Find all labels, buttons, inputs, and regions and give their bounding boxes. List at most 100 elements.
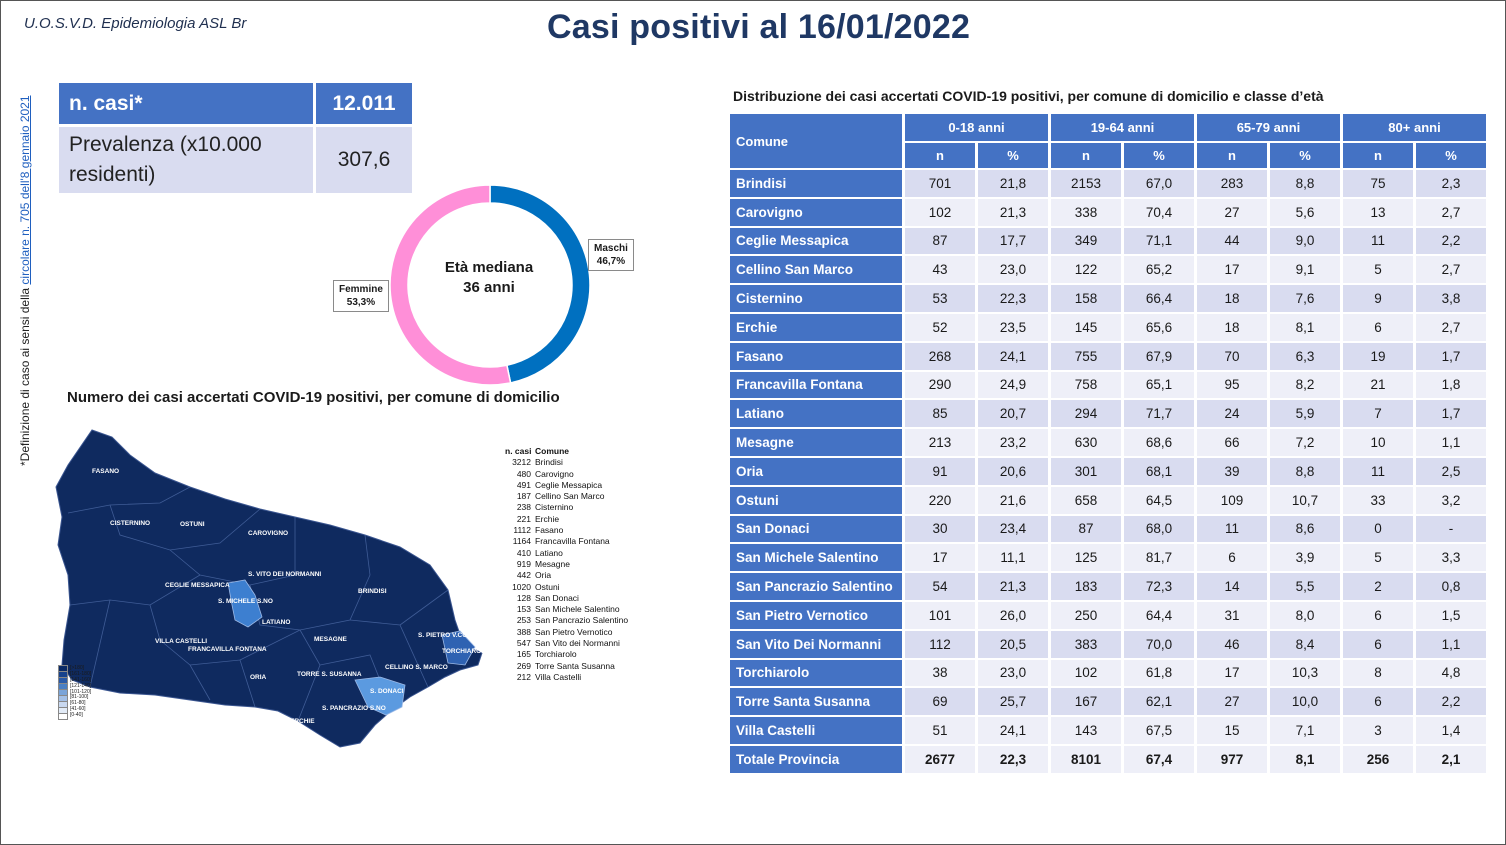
count-cell: 10 <box>1343 429 1413 456</box>
count-cell: 14 <box>1197 573 1267 600</box>
percent-cell: 1,1 <box>1416 429 1486 456</box>
percent-cell: 67,4 <box>1124 745 1194 773</box>
legend-count: 410 <box>516 547 531 558</box>
legend-count: 388 <box>516 626 531 637</box>
province-map: FASANO CISTERNINO OSTUNI CAROVIGNO CEGLIE ME… <box>55 429 490 748</box>
percent-cell: 8,1 <box>1270 745 1340 773</box>
legend-municipality: San Michele Salentino <box>535 604 620 615</box>
municipality-name: San Pietro Vernotico <box>730 601 902 629</box>
prevalence-value: 307,6 <box>316 127 412 193</box>
municipality-name: Torre Santa Susanna <box>730 688 902 716</box>
legend-count: 128 <box>516 592 531 603</box>
col-n: n <box>1343 142 1413 168</box>
percent-cell: 2,2 <box>1416 227 1486 255</box>
col-group-65-79: 65-79 anni <box>1197 114 1340 141</box>
municipality-name: Totale Provincia <box>730 745 902 773</box>
legend-count: 253 <box>516 615 531 626</box>
table-row: Ceglie Messapica 87 17,7 349 71,1 44 9,0 11 2,2 <box>730 227 1486 255</box>
circular-link[interactable]: circolare n. 705 dell'8 gennaio 2021 <box>18 95 32 285</box>
percent-cell: 2,7 <box>1416 256 1486 284</box>
col-pct: % <box>1416 142 1486 168</box>
map-label: ERCHIE <box>290 718 315 725</box>
legend-count: 212 <box>516 671 531 682</box>
municipality-name: Cisternino <box>730 285 902 312</box>
percent-cell: 8,8 <box>1270 457 1340 485</box>
municipality-name: San Michele Salentino <box>730 544 902 572</box>
department-label: U.O.S.V.D. Epidemiologia ASL Br <box>24 15 247 32</box>
legend-municipality: San Donaci <box>535 592 579 603</box>
percent-cell: 9,1 <box>1270 256 1340 284</box>
scale-swatch <box>58 712 68 720</box>
legend-municipality: Villa Castelli <box>535 671 582 682</box>
legend-n-header: n. casi <box>505 446 532 456</box>
percent-cell: 67,5 <box>1124 717 1194 744</box>
count-cell: 87 <box>905 227 975 255</box>
municipality-name: San Donaci <box>730 515 902 543</box>
municipality-name: Oria <box>730 457 902 485</box>
legend-item: 1112 Fasano <box>505 525 628 536</box>
legend-item: 165 Torchiarolo <box>505 649 628 660</box>
percent-cell: 8,2 <box>1270 371 1340 399</box>
count-cell: 5 <box>1343 256 1413 284</box>
count-cell: 294 <box>1051 400 1121 428</box>
percent-cell: 71,1 <box>1124 227 1194 255</box>
torchiarolo-shape <box>441 630 476 666</box>
count-cell: 30 <box>905 515 975 543</box>
percent-cell: 5,5 <box>1270 573 1340 600</box>
percent-cell: 71,7 <box>1124 400 1194 428</box>
legend-item: 153 San Michele Salentino <box>505 604 628 615</box>
municipality-name: Erchie <box>730 313 902 341</box>
legend-municipality: San Vito dei Normanni <box>535 638 620 649</box>
count-cell: 54 <box>905 573 975 600</box>
scale-item: [0-40] <box>58 712 91 720</box>
percent-cell: 23,4 <box>978 515 1048 543</box>
count-cell: 5 <box>1343 544 1413 572</box>
table-row: Villa Castelli 51 24,1 143 67,5 15 7,1 3 1,4 <box>730 717 1486 744</box>
municipality-name: Ostuni <box>730 486 902 514</box>
table-row: San Vito Dei Normanni 112 20,5 383 70,0 46 8,4… <box>730 630 1486 658</box>
legend-municipality: Francavilla Fontana <box>535 536 610 547</box>
legend-item: 269 Torre Santa Susanna <box>505 661 628 672</box>
count-cell: 6 <box>1343 630 1413 658</box>
count-cell: 69 <box>905 688 975 716</box>
table-row: Ostuni 220 21,6 658 64,5 109 10,7 33 3,2 <box>730 486 1486 514</box>
percent-cell: 21,6 <box>978 486 1048 514</box>
municipality-name: Carovigno <box>730 198 902 226</box>
percent-cell: 67,9 <box>1124 342 1194 370</box>
percent-cell: 6,3 <box>1270 342 1340 370</box>
count-cell: 53 <box>905 285 975 312</box>
legend-count: 1112 <box>513 525 531 536</box>
percent-cell: 23,5 <box>978 313 1048 341</box>
legend-item: 410 Latiano <box>505 548 628 559</box>
table-row: Latiano 85 20,7 294 71,7 24 5,9 7 1,7 <box>730 400 1486 428</box>
count-cell: 6 <box>1197 544 1267 572</box>
legend-count: 547 <box>516 638 531 649</box>
percent-cell: 10,7 <box>1270 486 1340 514</box>
percent-cell: 24,1 <box>978 342 1048 370</box>
percent-cell: 3,8 <box>1416 285 1486 312</box>
count-cell: 122 <box>1051 256 1121 284</box>
scale-label: [>180] <box>70 665 85 671</box>
count-cell: 658 <box>1051 486 1121 514</box>
legend-municipality: San Pietro Vernotico <box>535 626 613 637</box>
median-age-value: 36 anni <box>463 279 515 296</box>
count-cell: 145 <box>1051 313 1121 341</box>
count-cell: 11 <box>1197 515 1267 543</box>
count-cell: 977 <box>1197 745 1267 773</box>
table-row: Francavilla Fontana 290 24,9 758 65,1 95 8,2 21… <box>730 371 1486 399</box>
percent-cell: 3,3 <box>1416 544 1486 572</box>
legend-item: 212 Villa Castelli <box>505 672 628 683</box>
map-label: BRINDISI <box>358 588 387 595</box>
legend-municipality: Fasano <box>535 525 564 536</box>
percent-cell: 2,3 <box>1416 170 1486 197</box>
percent-cell: 20,7 <box>978 400 1048 428</box>
count-cell: 143 <box>1051 717 1121 744</box>
legend-item: 128 San Donaci <box>505 593 628 604</box>
legend-municipality: Oria <box>535 570 552 581</box>
legend-count: 491 <box>516 479 531 490</box>
map-label: TORRE S. SUSANNA <box>297 671 362 678</box>
table-row: Carovigno 102 21,3 338 70,4 27 5,6 13 2,7 <box>730 198 1486 226</box>
count-cell: 11 <box>1343 227 1413 255</box>
percent-cell: 1,7 <box>1416 400 1486 428</box>
legend-count: 153 <box>516 604 531 615</box>
